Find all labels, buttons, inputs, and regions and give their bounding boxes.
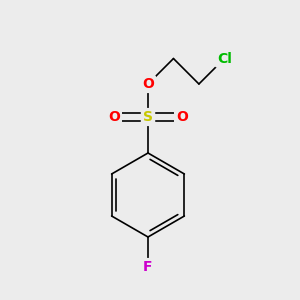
Text: S: S — [143, 110, 153, 124]
Text: O: O — [142, 77, 154, 91]
Text: Cl: Cl — [217, 52, 232, 65]
Text: O: O — [176, 110, 188, 124]
Text: F: F — [143, 260, 153, 274]
Text: O: O — [108, 110, 120, 124]
